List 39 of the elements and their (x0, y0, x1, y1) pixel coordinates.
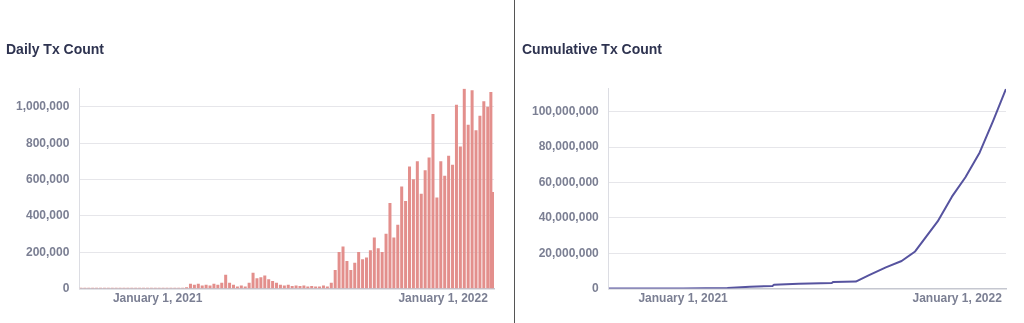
bar (470, 90, 474, 289)
y-tick-label: 200,000 (25, 244, 70, 259)
bar (341, 246, 345, 289)
bar (263, 275, 267, 289)
bar (431, 113, 435, 289)
y-tick-label: 400,000 (25, 208, 70, 223)
y-tick-label: 1,000,000 (15, 99, 70, 114)
bar (224, 274, 228, 289)
y-tick-label: 40,000,000 (538, 210, 600, 225)
bar (447, 155, 451, 289)
bar (388, 202, 392, 289)
y-tick-label: 600,000 (25, 171, 70, 186)
bar (415, 161, 419, 289)
x-tick-label: January 1, 2022 (912, 291, 1003, 306)
bar (439, 161, 443, 289)
bar (267, 279, 271, 289)
bar (357, 251, 361, 289)
y-tick-label: 100,000,000 (532, 104, 600, 119)
y-tick-label: 0 (62, 280, 70, 295)
bar (408, 166, 412, 289)
x-tick-label: January 1, 2021 (638, 291, 729, 306)
y-tick-label: 20,000,000 (538, 245, 600, 260)
x-tick-label: January 1, 2022 (398, 291, 489, 306)
bar (454, 104, 458, 289)
bar (372, 237, 376, 289)
y-tick-label: 80,000,000 (538, 139, 600, 154)
bar (462, 88, 466, 289)
bar (259, 277, 263, 289)
chart-title: Daily Tx Count (6, 41, 105, 58)
chart-title: Cumulative Tx Count (522, 41, 663, 58)
y-tick-label: 60,000,000 (538, 174, 600, 189)
y-tick-label: 800,000 (25, 135, 70, 150)
y-tick-label: 0 (592, 280, 600, 295)
bar (251, 272, 255, 289)
bar (400, 186, 404, 289)
bar (489, 92, 493, 289)
x-tick-label: January 1, 2021 (112, 291, 203, 306)
bar (482, 101, 486, 289)
bar (271, 281, 275, 289)
